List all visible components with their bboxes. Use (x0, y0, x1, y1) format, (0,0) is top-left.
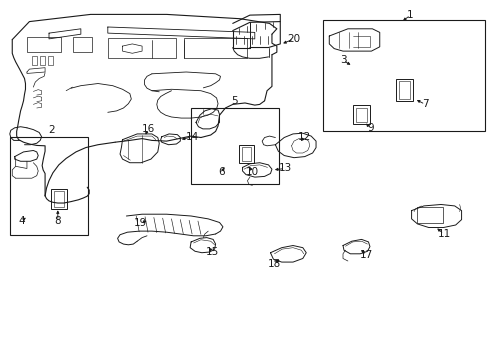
Text: 13: 13 (278, 163, 292, 174)
Text: 16: 16 (141, 124, 155, 134)
Bar (108, 38, 176, 58)
Bar (417, 207, 443, 223)
Bar (40, 56, 45, 65)
Text: 6: 6 (218, 167, 225, 177)
Text: 20: 20 (288, 34, 300, 44)
Bar (51, 189, 67, 209)
Text: 3: 3 (340, 55, 346, 66)
Text: 18: 18 (268, 258, 281, 269)
Text: 2: 2 (48, 125, 55, 135)
Text: 9: 9 (367, 123, 374, 133)
Bar (73, 37, 92, 52)
Bar (32, 56, 37, 65)
Bar (239, 145, 254, 163)
Text: 10: 10 (246, 167, 259, 177)
Text: 8: 8 (54, 216, 61, 226)
Bar (10, 137, 88, 235)
Text: 4: 4 (18, 216, 25, 226)
Text: 17: 17 (360, 250, 373, 260)
Bar (27, 37, 61, 52)
Bar (353, 105, 370, 124)
Text: 11: 11 (437, 229, 451, 239)
Text: 12: 12 (298, 132, 312, 142)
Text: 7: 7 (422, 99, 429, 109)
Text: 1: 1 (407, 10, 414, 20)
Bar (399, 81, 410, 99)
Bar (48, 56, 53, 65)
Text: 14: 14 (185, 132, 199, 142)
Text: 15: 15 (206, 247, 220, 257)
Bar (242, 147, 251, 161)
Bar (184, 38, 247, 58)
Text: 19: 19 (133, 218, 147, 228)
Bar (396, 79, 413, 101)
Bar (356, 108, 367, 122)
Text: 5: 5 (231, 96, 238, 106)
Bar (191, 108, 279, 184)
Bar (323, 20, 485, 131)
Bar (54, 191, 64, 207)
